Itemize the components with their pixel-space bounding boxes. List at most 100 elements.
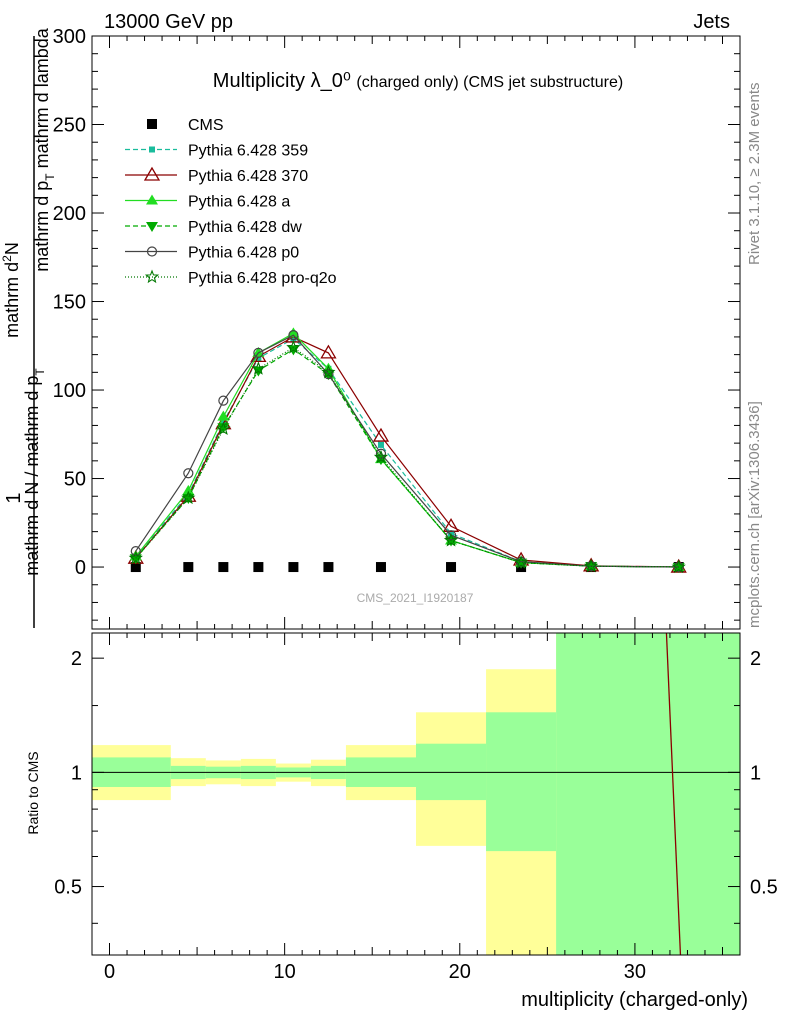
main-ylabel: 1 mathrm d2N mathrm d pT mathrm d lambda… [0, 27, 57, 628]
data-point [183, 468, 194, 479]
svg-text:Multiplicity λ_0⁰ (cha: Multiplicity λ_0⁰ (charged only) (CMS je… [213, 70, 623, 92]
legend-marker [146, 246, 158, 257]
data-point [182, 484, 195, 495]
legend-entry: Pythia 6.428 dw [125, 219, 302, 236]
legend-marker [143, 166, 161, 181]
ylabel-sub-t-1: T [33, 368, 47, 376]
ylabel-part-dlambda: mathrm d lambda [32, 27, 52, 168]
legend-entry: Pythia 6.428 359 [125, 143, 308, 160]
ylabel-sub-t-2: T [43, 173, 57, 181]
data-point [217, 410, 230, 421]
legend-label: Pythia 6.428 359 [188, 143, 308, 160]
series-line [135, 332, 679, 568]
legend-entry: Pythia 6.428 pro-q2o [125, 269, 337, 287]
y-tick-label: 200 [53, 203, 86, 225]
data-point [128, 550, 143, 565]
legend-entry: Pythia 6.428 a [125, 194, 290, 211]
data-point [287, 327, 300, 338]
legend-label: Pythia 6.428 370 [188, 168, 308, 185]
series-0 [130, 562, 684, 573]
rivet-version-label: Rivet 3.1.10, ≥ 2.3M events [746, 83, 763, 266]
y-tick-label: 250 [53, 115, 86, 137]
ratio-y-tick-label: 1 [71, 762, 82, 784]
data-point [288, 562, 299, 573]
ratio-plot-frame [91, 632, 741, 956]
series-line [135, 336, 679, 568]
data-point [377, 441, 384, 448]
data-point [446, 562, 457, 573]
ylabel-part-d2n: mathrm d [2, 262, 22, 338]
legend-marker [149, 146, 155, 153]
series-1 [132, 335, 682, 571]
x-tick-label: 0 [104, 961, 115, 983]
data-point [183, 562, 194, 573]
ratio-series-line [665, 633, 682, 955]
ylabel-part-dpt: mathrm d p [32, 181, 52, 272]
ylabel-part-n: N [2, 242, 22, 255]
data-point [216, 421, 231, 436]
x-tick-label: 20 [449, 961, 471, 983]
main-title: Multiplicity λ_0⁰ (charged only) (CMS je… [213, 70, 623, 92]
legend-label: Pythia 6.428 p0 [188, 245, 299, 262]
series-3 [129, 327, 685, 572]
series-line [135, 348, 679, 568]
data-point [218, 395, 229, 406]
category-label: Jets [693, 11, 730, 33]
series-6 [128, 339, 686, 574]
ratio-ylabel: Ratio to CMS [25, 751, 41, 834]
ylabel-numerator-one: 1 [3, 492, 25, 503]
data-point [442, 518, 460, 532]
legend-entry: Pythia 6.428 370 [125, 166, 308, 185]
main-plot-frame [91, 35, 741, 630]
data-point [513, 555, 529, 569]
main-axes: 0 50 100 150 200 250 300 [53, 26, 740, 629]
data-point [443, 533, 459, 547]
x-tick-label: 30 [624, 961, 646, 983]
legend-label: CMS [188, 117, 224, 134]
data-point [375, 562, 386, 573]
data-point [253, 562, 264, 573]
series-5 [130, 330, 684, 573]
data-point [320, 344, 337, 359]
data-point [130, 546, 141, 557]
ratio-y-tick-label: 0.5 [54, 877, 82, 899]
data-point [671, 559, 686, 574]
legend-label: Pythia 6.428 a [188, 194, 290, 211]
data-point [583, 558, 599, 573]
y-tick-label: 150 [53, 292, 86, 314]
ratio-panel: 0.5 0.51 12 20 10 20 30 Ratio to CMS multiplic… [25, 632, 778, 1011]
data-point [288, 330, 299, 341]
data-point [323, 562, 334, 573]
legend-label: Pythia 6.428 dw [188, 219, 302, 236]
data-point [673, 561, 684, 573]
series-4 [129, 345, 685, 574]
data-point [181, 490, 196, 505]
data-point [372, 427, 390, 442]
data-point [218, 562, 229, 573]
svg-text:mathrm d2N: mathrm d2N [0, 242, 22, 338]
mcplots-source-label: mcplots.cern.ch [arXiv:1306.3436] [746, 401, 763, 628]
svg-text:mathrm d pT mathrm d lambda: mathrm d pT mathrm d lambda [32, 27, 57, 271]
ratio-y-tick-label-right: 0.5 [750, 877, 778, 899]
ratio-y-tick-label-right: 1 [750, 762, 761, 784]
energy-label: 13000 GeV pp [104, 11, 233, 33]
data-point [255, 355, 262, 362]
legend: CMS Pythia 6.428 359 Pythia 6.428 370 Pythi… [125, 117, 337, 287]
data-point [217, 423, 230, 434]
legend-entry: Pythia 6.428 p0 [125, 245, 299, 262]
data-point [445, 530, 457, 541]
y-tick-label: 300 [53, 26, 86, 48]
data-point [253, 347, 264, 358]
legend-entry: CMS [147, 117, 224, 134]
stat-uncertainty-band [556, 633, 740, 955]
ylabel-part-dn-dpt: mathrm d N / mathrm d p [22, 376, 42, 576]
legend-marker [144, 269, 160, 284]
ylabel-exp-2: 2 [0, 255, 14, 262]
data-point [252, 346, 265, 357]
data-point [375, 448, 387, 459]
main-panel: 0 50 100 150 200 250 300 CMS_2021_I1920187 Mul… [0, 26, 741, 630]
ratio-y-tick-label: 2 [71, 648, 82, 670]
stat-uncertainty-band [486, 712, 557, 852]
ratio-y-tick-label-right: 2 [750, 648, 761, 670]
series-line [135, 346, 679, 568]
